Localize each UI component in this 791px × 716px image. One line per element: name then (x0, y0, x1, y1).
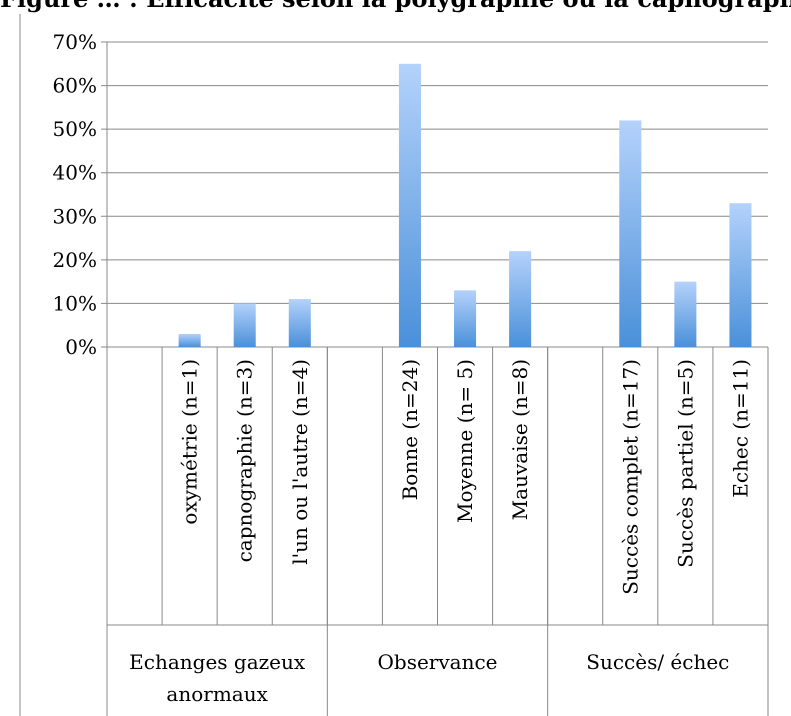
figure-caption: Figure … : Efficacité selon la polygraph… (0, 0, 791, 14)
group-label: Observance (378, 650, 498, 674)
y-tick-label: 20% (53, 248, 97, 272)
y-tick-label: 30% (53, 204, 97, 228)
category-label: capnographie (n=3) (233, 359, 257, 562)
group-label: Succès/ échec (586, 650, 729, 674)
y-tick-label: 0% (65, 335, 97, 359)
bar (729, 203, 752, 347)
category-label: Succès complet (n=17) (618, 359, 642, 595)
y-tick-label: 50% (53, 117, 97, 141)
y-tick-label: 10% (53, 291, 97, 315)
bar (398, 63, 421, 348)
bar (178, 333, 201, 347)
category-label: l'un ou l'autre (n=4) (288, 359, 312, 565)
bar (509, 251, 532, 347)
category-label: Bonne (n=24) (398, 359, 422, 500)
bar (288, 299, 311, 347)
group-label: anormaux (166, 682, 268, 706)
y-tick-label: 70% (53, 30, 97, 54)
category-label: Echec (n=11) (728, 359, 752, 498)
y-tick-label: 60% (53, 74, 97, 98)
category-label: Mauvaise (n=8) (508, 359, 532, 520)
category-label: oxymétrie (n=1) (178, 359, 202, 525)
bar (674, 281, 697, 347)
y-tick-label: 40% (53, 161, 97, 185)
bar (619, 120, 642, 347)
category-label: Moyenne (n= 5) (453, 359, 477, 523)
group-label: Echanges gazeux (129, 650, 306, 674)
bar (454, 290, 477, 347)
category-label: Succès partiel (n=5) (673, 359, 697, 568)
bar (233, 303, 256, 347)
